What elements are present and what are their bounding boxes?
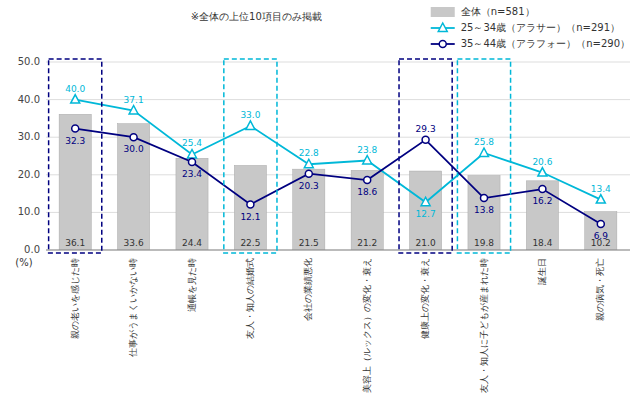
y-tick-label: 10.0 xyxy=(18,206,40,217)
legend-item: 25～34歳（アラサー）（n=291） xyxy=(431,22,620,33)
grid-line xyxy=(46,62,630,63)
data-label: 30.0 xyxy=(124,144,144,154)
data-label: 37.1 xyxy=(124,95,144,105)
data-label: 13.4 xyxy=(591,184,611,194)
marker xyxy=(539,186,546,193)
marker xyxy=(72,125,79,132)
data-label: 21.0 xyxy=(416,238,436,248)
highlights xyxy=(49,59,511,253)
highlight-box xyxy=(399,59,452,253)
data-label: 12.7 xyxy=(416,209,436,219)
bar xyxy=(293,169,325,250)
data-label: 24.4 xyxy=(182,238,202,248)
x-tick-label: 会社の業績悪化 xyxy=(303,258,313,321)
legend-swatch xyxy=(431,7,455,17)
data-label: 33.0 xyxy=(240,110,260,120)
data-label: 32.3 xyxy=(65,136,85,146)
y-axis-label: (%) xyxy=(15,257,32,268)
legend-label: 全体（n=581） xyxy=(461,6,535,17)
data-label: 25.4 xyxy=(182,138,202,148)
note: ※全体の上位10項目のみ掲載 xyxy=(191,11,322,22)
data-label: 21.5 xyxy=(299,238,319,248)
data-label: 12.1 xyxy=(240,212,260,222)
bar xyxy=(410,171,442,250)
data-label: 36.1 xyxy=(65,238,85,248)
data-label: 23.4 xyxy=(182,169,202,179)
marker xyxy=(480,148,489,157)
marker xyxy=(481,195,488,202)
highlight-box xyxy=(457,59,510,253)
bar xyxy=(351,170,383,250)
x-tick-label: 友人・知人の結婚式 xyxy=(245,258,255,339)
bar xyxy=(59,114,91,250)
data-label: 33.6 xyxy=(124,238,144,248)
marker xyxy=(71,95,80,104)
data-label: 22.5 xyxy=(240,238,260,248)
marker xyxy=(246,121,255,130)
data-label: 13.8 xyxy=(474,205,494,215)
data-label: 25.8 xyxy=(474,137,494,147)
legend-item: 全体（n=581） xyxy=(431,6,535,17)
x-axis: 親の老いを感じた時 仕事がうまくいかない時 通帳を見た時 友人・知人の結婚式 会社の業績… xyxy=(70,258,606,393)
bar xyxy=(234,165,266,250)
highlight-box xyxy=(49,59,102,253)
y-tick-label: 50.0 xyxy=(18,56,40,67)
data-label: 16.2 xyxy=(532,196,552,206)
marker xyxy=(189,159,196,166)
x-tick-label: 仕事がうまくいかない時 xyxy=(128,258,138,357)
plot-marks xyxy=(59,95,617,250)
data-labels: 36.133.624.422.521.521.221.019.818.410.2… xyxy=(65,84,611,248)
marker xyxy=(597,221,604,228)
y-axis: 0.0 10.0 20.0 30.0 40.0 50.0 xyxy=(18,56,630,255)
data-label: 40.0 xyxy=(65,84,85,94)
marker xyxy=(130,134,137,141)
x-tick-label: 親の老いを感じた時 xyxy=(70,258,80,339)
bar xyxy=(176,158,208,250)
legend: 全体（n=581） 25～34歳（アラサー）（n=291） 35～44歳（アラフォー… xyxy=(431,6,630,49)
legend-label: 25～34歳（アラサー）（n=291） xyxy=(461,22,620,33)
data-label: 19.8 xyxy=(474,238,494,248)
legend-item: 35～44歳（アラフォー）（n=290） xyxy=(431,38,630,49)
marker xyxy=(538,168,547,177)
x-tick-label: 誕生日 xyxy=(537,258,547,285)
y-tick-label: 30.0 xyxy=(18,131,40,142)
data-label: 22.8 xyxy=(299,148,319,158)
data-label: 20.3 xyxy=(299,181,319,191)
marker xyxy=(421,197,430,206)
legend-marker xyxy=(438,23,447,32)
marker xyxy=(305,170,312,177)
marker xyxy=(596,195,605,204)
x-tick-label: 親の病気・死亡 xyxy=(595,258,605,321)
y-tick-label: 20.0 xyxy=(18,169,40,180)
marker xyxy=(304,159,313,168)
marker xyxy=(188,149,197,158)
x-tick-label: 美容上（ルックス）の変化・衰え xyxy=(362,258,372,393)
data-label: 18.6 xyxy=(357,187,377,197)
marker xyxy=(129,106,138,115)
data-label: 20.6 xyxy=(532,157,552,167)
highlight-box xyxy=(224,59,277,253)
legend-label: 35～44歳（アラフォー）（n=290） xyxy=(461,38,630,49)
legend-marker xyxy=(439,41,446,48)
marker xyxy=(363,156,372,165)
data-label: 21.2 xyxy=(357,238,377,248)
x-tick-label: 健康上の変化・衰え xyxy=(420,258,430,339)
marker xyxy=(422,136,429,143)
x-axis-line xyxy=(46,250,630,251)
data-label: 18.4 xyxy=(532,238,552,248)
x-tick-label: 通帳を見た時 xyxy=(187,258,197,312)
chart: 0.0 10.0 20.0 30.0 40.0 50.0 (%) 36.1 33.6 24.4 22… xyxy=(0,0,640,407)
grid-line xyxy=(46,250,630,251)
x-tick-label: 友人・知人に子どもが産まれた時 xyxy=(479,258,489,393)
data-label: 23.8 xyxy=(357,145,377,155)
y-tick-label: 0.0 xyxy=(24,244,40,255)
data-label: 29.3 xyxy=(416,124,436,134)
line xyxy=(75,100,601,203)
data-label: 6.9 xyxy=(594,231,609,241)
line xyxy=(75,129,601,225)
marker xyxy=(247,201,254,208)
marker xyxy=(364,177,371,184)
y-tick-label: 40.0 xyxy=(18,94,40,105)
